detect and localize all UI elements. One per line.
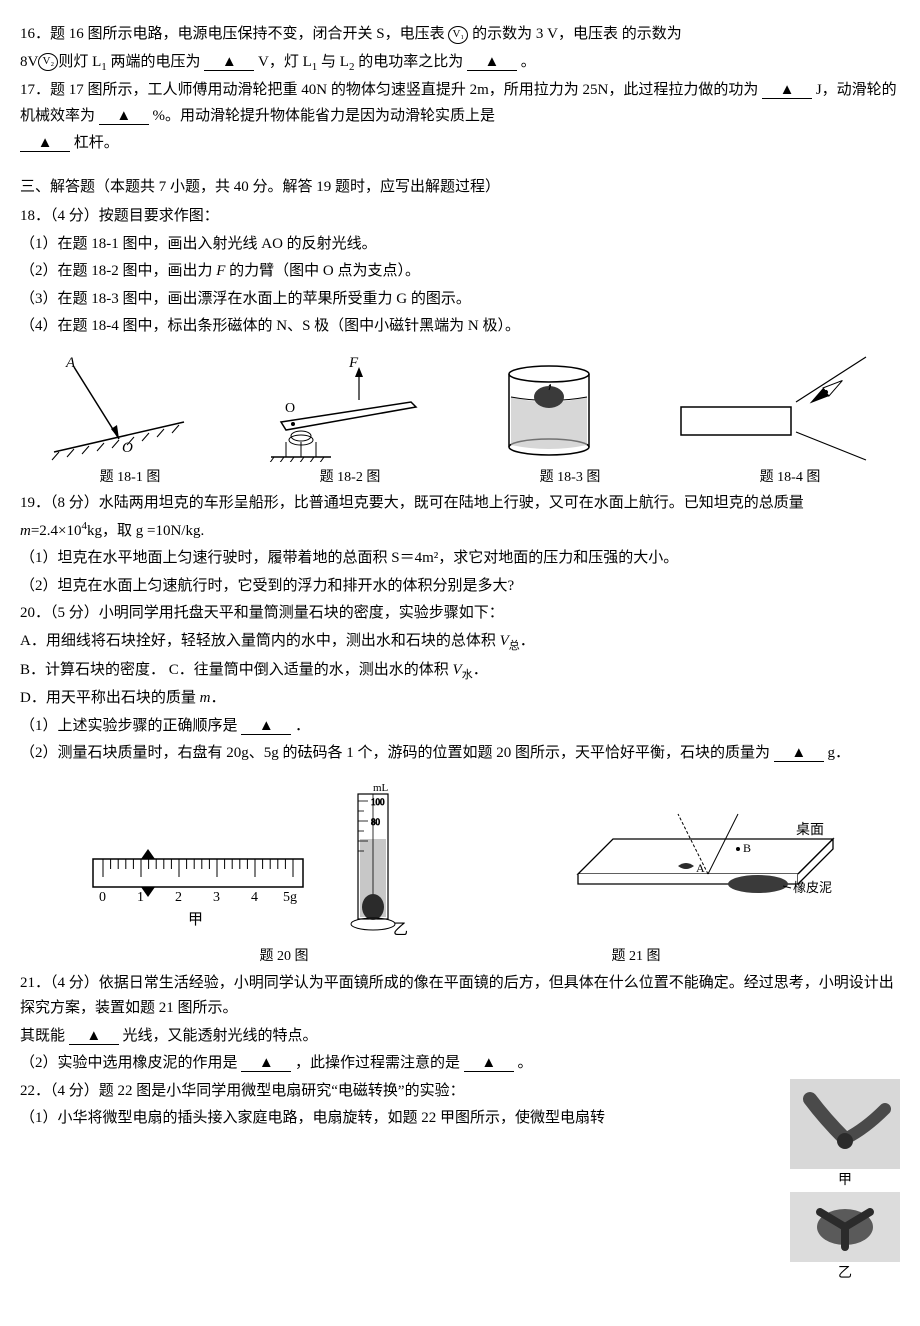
q22-container: 甲 乙 22．（4 分）题 22 图是小华同学用微型电扇研究“电磁转换”的实验：… <box>20 1079 900 1287</box>
q21-p2: （2）实验中选用橡皮泥的作用是 ▲ ，此操作过程需注意的是 ▲ 。 <box>20 1051 900 1077</box>
fig-label-21: 题 21 图 <box>460 945 812 969</box>
q20-21-labels: 题 20 图 题 21 图 <box>108 945 812 969</box>
q20-p1: （1）上述实验步骤的正确顺序是 ▲ ． <box>20 714 900 740</box>
q19-p2: （2）坦克在水面上匀速航行时，它受到的浮力和排开水的体积分别是多大? <box>20 574 900 600</box>
svg-text:A: A <box>696 861 705 875</box>
fig-label-18-4: 题 18-4 图 <box>680 466 900 490</box>
q20-blank2: ▲ <box>774 746 824 762</box>
q21-blank1: ▲ <box>69 1029 119 1045</box>
voltmeter-v2-icon: V₂ <box>38 53 58 71</box>
svg-text:甲: 甲 <box>188 912 203 928</box>
desk-setup-icon: 桌面 B A 橡皮泥 <box>538 784 838 934</box>
svg-text:4: 4 <box>251 890 258 905</box>
fig-18-4 <box>666 352 876 462</box>
q17-blank3: ▲ <box>20 136 70 152</box>
svg-text:F: F <box>348 355 359 371</box>
svg-text:1: 1 <box>137 890 144 905</box>
beaker-icon <box>479 352 619 462</box>
q16-text-i: 。 <box>521 54 536 70</box>
magnet-icon <box>666 352 876 462</box>
svg-text:80: 80 <box>371 817 381 827</box>
svg-text:5g: 5g <box>283 890 297 905</box>
q18-fig-labels: 题 18-1 图 题 18-2 图 题 18-3 图 题 18-4 图 <box>20 466 900 490</box>
svg-text:0: 0 <box>99 890 106 905</box>
q17-blank2: ▲ <box>99 109 149 125</box>
fig22-label-1: 甲 <box>790 1169 900 1193</box>
q17-text-a: 17．题 17 图所示，工人师傅用动滑轮把重 40N 的物体匀速竖直提升 2m，… <box>20 82 758 98</box>
fig-21: 桌面 B A 橡皮泥 <box>538 784 838 934</box>
q16-text-e: 两端的电压为 <box>111 54 201 70</box>
q16-blank2: ▲ <box>467 55 517 71</box>
fig-22: 甲 乙 <box>790 1079 900 1287</box>
fig-18-2: F O <box>241 352 431 462</box>
q20-blank1: ▲ <box>241 719 291 735</box>
cylinder-icon: mL 100 80 乙 <box>333 779 413 939</box>
q18-p1: （1）在题 18-1 图中，画出入射光线 AO 的反射光线。 <box>20 232 900 258</box>
lever-icon: F O <box>241 352 431 462</box>
q19-p1: （1）坦克在水平地面上匀速行驶时，履带着地的总面积 S＝4m²，求它对地面的压力… <box>20 546 900 572</box>
q18-p3: （3）在题 18-3 图中，画出漂浮在水面上的苹果所受重力 G 的图示。 <box>20 287 900 313</box>
fig-label-18-2: 题 18-2 图 <box>240 466 460 490</box>
q16-text-a: 16．题 16 图所示电路，电源电压保持不变，闭合开关 S，电压表 <box>20 26 445 42</box>
q16-line2: 8VV₂则灯 L1 两端的电压为 ▲ V，灯 L1 与 L2 的电功率之比为 ▲… <box>20 50 900 77</box>
q18-p2: （2）在题 18-2 图中，画出力 F 的力臂（图中 O 点为支点）。 <box>20 259 900 285</box>
q16-text-d: 则灯 L <box>58 54 101 70</box>
q16-text-h: 的电功率之比为 <box>358 54 463 70</box>
q22-stem: 22．（4 分）题 22 图是小华同学用微型电扇研究“电磁转换”的实验： <box>20 1079 900 1105</box>
q16-text-f: V，灯 L <box>258 54 312 70</box>
q21-blank2: ▲ <box>241 1056 291 1072</box>
q20-p2: （2）测量石块质量时，右盘有 20g、5g 的砝码各 1 个，游码的位置如题 2… <box>20 741 900 767</box>
q21-blank3: ▲ <box>464 1056 514 1072</box>
ruler-icon: 0 1 2 3 4 5g 甲 <box>83 819 313 939</box>
svg-text:O: O <box>285 401 295 416</box>
mirror-icon: A O <box>44 352 194 462</box>
fig-18-3 <box>479 352 619 462</box>
svg-text:2: 2 <box>175 890 182 905</box>
q21-stem: 21．（4 分）依据日常生活经验，小明同学认为平面镜所成的像在平面镜的后方，但具… <box>20 971 900 1022</box>
svg-text:A: A <box>65 355 76 371</box>
fig-label-18-1: 题 18-1 图 <box>20 466 240 490</box>
q18-p4: （4）在题 18-4 图中，标出条形磁体的 N、S 极（图中小磁针黑端为 N 极… <box>20 314 900 340</box>
svg-text:3: 3 <box>213 890 220 905</box>
q20-21-figures: 0 1 2 3 4 5g 甲 mL 100 80 <box>20 779 900 939</box>
q18-stem: 18．（4 分）按题目要求作图： <box>20 204 900 230</box>
voltmeter-v1-icon: V₁ <box>448 26 468 44</box>
fig22-label-2: 乙 <box>790 1262 900 1286</box>
svg-text:乙: 乙 <box>393 922 408 938</box>
q19-stem: 19．（8 分）水陆两用坦克的车形呈船形，比普通坦克要大，既可在陆地上行驶，又可… <box>20 491 900 544</box>
fig-18-1: A O <box>44 352 194 462</box>
fig-20-right: mL 100 80 乙 <box>333 779 413 939</box>
q17-text-d: 杠杆。 <box>74 135 119 151</box>
q17: 17．题 17 图所示，工人师傅用动滑轮把重 40N 的物体匀速竖直提升 2m，… <box>20 78 900 129</box>
fan-top-icon <box>790 1079 900 1169</box>
q20-A: A．用细线将石块拴好，轻轻放入量筒内的水中，测出水和石块的总体积 V总． <box>20 629 900 656</box>
q17-blank1: ▲ <box>762 83 812 99</box>
q16-text-g: 与 L <box>321 54 349 70</box>
fig-label-18-3: 题 18-3 图 <box>460 466 680 490</box>
svg-text:橡皮泥: 橡皮泥 <box>793 880 832 895</box>
q20-D: D．用天平称出石块的质量 m． <box>20 686 900 712</box>
q20-stem: 20．（5 分）小明同学用托盘天平和量筒测量石块的密度，实验步骤如下： <box>20 601 900 627</box>
fig-20-left: 0 1 2 3 4 5g 甲 <box>83 819 313 939</box>
q22-p1: （1）小华将微型电扇的插头接入家庭电路，电扇旋转，如题 22 甲图所示，使微型电… <box>20 1106 900 1132</box>
fig-20: 0 1 2 3 4 5g 甲 mL 100 80 <box>83 779 413 939</box>
svg-text:100: 100 <box>371 797 385 807</box>
q16-text-c: 8V <box>20 54 38 70</box>
svg-text:桌面: 桌面 <box>796 822 824 838</box>
q21-line: 其既能 ▲ 光线，又能透射光线的特点。 <box>20 1024 900 1050</box>
fan-bottom-icon <box>790 1192 900 1262</box>
q16-text-b: 的示数为 3 V，电压表 的示数为 <box>472 26 682 42</box>
q20-BC: B．计算石块的密度． C．往量筒中倒入适量的水，测出水的体积 V水． <box>20 658 900 685</box>
q18-figures: A O F O <box>20 352 900 462</box>
fig-label-20: 题 20 图 <box>108 945 460 969</box>
svg-text:O: O <box>122 440 133 456</box>
q16: 16．题 16 图所示电路，电源电压保持不变，闭合开关 S，电压表 V₁ 的示数… <box>20 22 900 48</box>
section3-title: 三、解答题（本题共 7 小题，共 40 分。解答 19 题时，应写出解题过程） <box>20 175 900 201</box>
q17-line2: ▲ 杠杆。 <box>20 131 900 157</box>
q16-blank1: ▲ <box>204 55 254 71</box>
svg-text:B: B <box>743 841 751 855</box>
q17-text-c: %。用动滑轮提升物体能省力是因为动滑轮实质上是 <box>153 108 496 124</box>
svg-text:mL: mL <box>373 782 389 794</box>
